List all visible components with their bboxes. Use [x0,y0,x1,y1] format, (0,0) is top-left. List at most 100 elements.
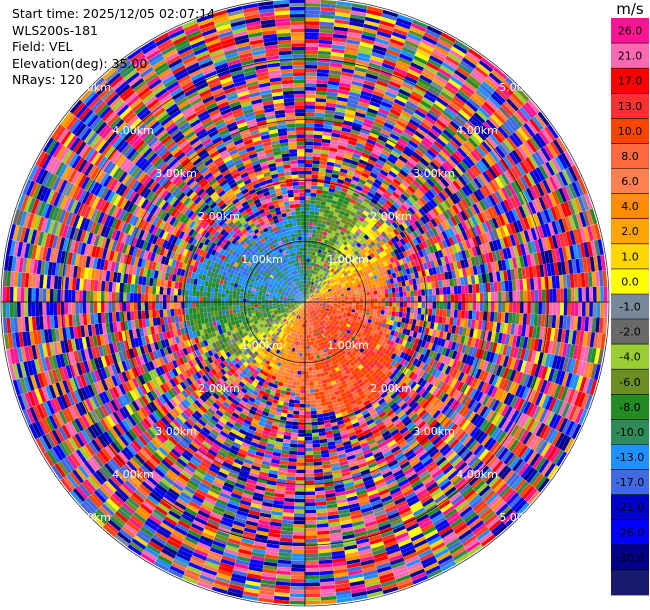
instrument-name: WLS200s-181 [12,22,98,38]
velocity-gate [381,13,398,21]
velocity-gate [317,252,321,257]
velocity-gate [312,226,317,230]
velocity-gate [376,80,389,88]
velocity-gate [307,243,311,248]
velocity-gate [313,138,322,143]
velocity-gate [320,10,336,16]
velocity-gate [351,156,360,163]
velocity-gate [320,3,336,9]
velocity-gate [314,237,319,242]
velocity-gate [305,138,314,142]
velocity-gate [305,269,307,273]
velocity-gate [322,186,330,192]
velocity-gate [308,288,311,292]
velocity-gate [377,27,393,35]
velocity-gate [317,260,321,265]
velocity-gate [344,177,352,183]
velocity-gate [322,190,329,195]
velocity-gate [352,73,366,80]
velocity-gate [313,215,319,220]
velocity-gate [358,97,371,105]
velocity-gate [324,247,329,252]
velocity-gate [375,34,391,42]
velocity-gate [305,61,318,66]
velocity-gate [326,91,338,97]
velocity-gate [305,10,320,15]
velocity-gate [318,257,322,262]
velocity-gate [307,287,309,292]
velocity-gate [305,247,308,251]
velocity-gate [348,21,364,28]
velocity-gate [325,236,330,241]
velocity-gate [382,59,397,67]
velocity-gate [330,136,340,142]
velocity-gate [320,0,337,5]
velocity-gate [319,14,335,19]
velocity-gate [315,105,326,110]
velocity-gate [312,278,316,282]
velocity-gate [305,54,318,58]
velocity-gate [305,159,313,164]
velocity-gate [321,220,327,225]
velocity-gate [320,153,329,158]
velocity-gate [310,244,315,248]
velocity-gate [353,149,363,156]
velocity-gate [306,280,308,284]
velocity-gate [309,211,315,215]
velocity-gate [305,221,310,226]
velocity-gate [347,166,356,173]
velocity-gate [305,232,309,237]
velocity-gate [349,88,362,95]
velocity-gate [309,273,311,277]
velocity-gate [305,105,316,109]
velocity-gate [332,170,340,176]
velocity-gate [326,198,333,204]
velocity-gate [342,157,352,164]
velocity-gate [305,258,308,262]
velocity-gate [375,114,387,122]
velocity-gate [312,251,316,256]
velocity-gate [349,91,361,98]
velocity-gate [329,222,335,228]
velocity-gate [305,72,317,77]
velocity-gate [311,255,315,260]
velocity-gate [305,14,320,18]
velocity-gate [342,120,353,126]
velocity-gate [313,244,318,249]
velocity-gate [363,145,374,152]
velocity-gate [345,173,354,180]
velocity-gate [311,277,315,282]
velocity-gate [305,3,321,7]
velocity-gate [361,125,372,132]
velocity-gate [305,243,308,248]
velocity-gate [305,262,308,266]
velocity-gate [305,185,311,190]
velocity-gate [371,125,382,132]
velocity-gate [305,108,315,113]
velocity-gate [382,97,394,106]
velocity-gate [353,172,362,179]
velocity-gate [306,291,308,295]
velocity-gate [374,83,388,91]
velocity-gate [305,24,320,29]
velocity-gate [397,14,414,23]
velocity-gate [332,227,338,232]
velocity-gate [369,100,381,108]
velocity-gate [309,258,312,263]
velocity-gate [305,152,313,157]
velocity-gate [305,148,313,153]
velocity-gate [371,94,384,101]
velocity-gate [313,259,317,264]
velocity-gate [341,127,352,133]
velocity-gate [324,176,332,181]
velocity-gate [383,94,396,102]
velocity-gate [334,15,350,21]
velocity-gate [323,212,329,218]
velocity-gate [385,52,399,61]
velocity-gate [319,157,328,162]
velocity-gate [329,143,339,149]
velocity-gate [372,90,385,98]
velocity-gate [336,1,353,7]
velocity-gate [314,109,325,114]
velocity-gate [404,39,419,49]
